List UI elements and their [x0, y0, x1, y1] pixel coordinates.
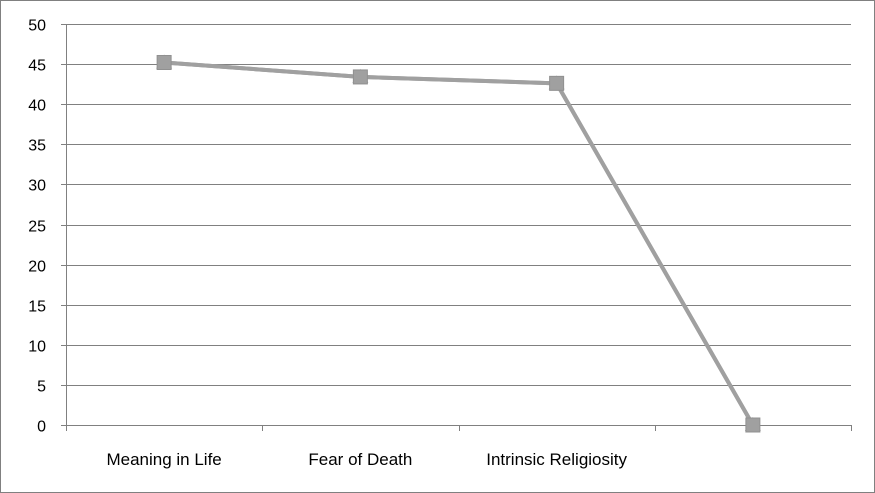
y-tick-label: 45 — [28, 58, 46, 75]
y-tick-label: 10 — [28, 339, 46, 356]
y-tick-label: 25 — [28, 219, 46, 236]
y-tick-label: 20 — [28, 259, 46, 276]
x-axis-labels: Meaning in Life Fear of Death Intrinsic Re… — [106, 450, 627, 469]
x-tick-label: Meaning in Life — [106, 450, 221, 469]
y-tick-label: 40 — [28, 98, 46, 115]
y-axis-ticks: 0 5 10 15 20 25 30 35 40 45 50 — [28, 18, 66, 436]
data-point-square — [745, 417, 761, 433]
series-line — [163, 60, 755, 426]
y-tick-label: 50 — [28, 18, 46, 35]
axes — [66, 24, 852, 431]
y-tick-label: 15 — [28, 299, 46, 316]
x-tick-label: Fear of Death — [308, 450, 412, 469]
y-tick-label: 35 — [28, 138, 46, 155]
data-point-square — [352, 69, 368, 85]
y-tick-label: 0 — [37, 419, 46, 436]
data-point-square — [156, 54, 172, 70]
y-tick-label: 30 — [28, 178, 46, 195]
data-point-square — [549, 75, 565, 91]
series-line — [163, 60, 755, 426]
series-layer — [156, 54, 761, 433]
x-tick-label: Intrinsic Religiosity — [486, 450, 627, 469]
y-tick-label: 5 — [37, 379, 46, 396]
